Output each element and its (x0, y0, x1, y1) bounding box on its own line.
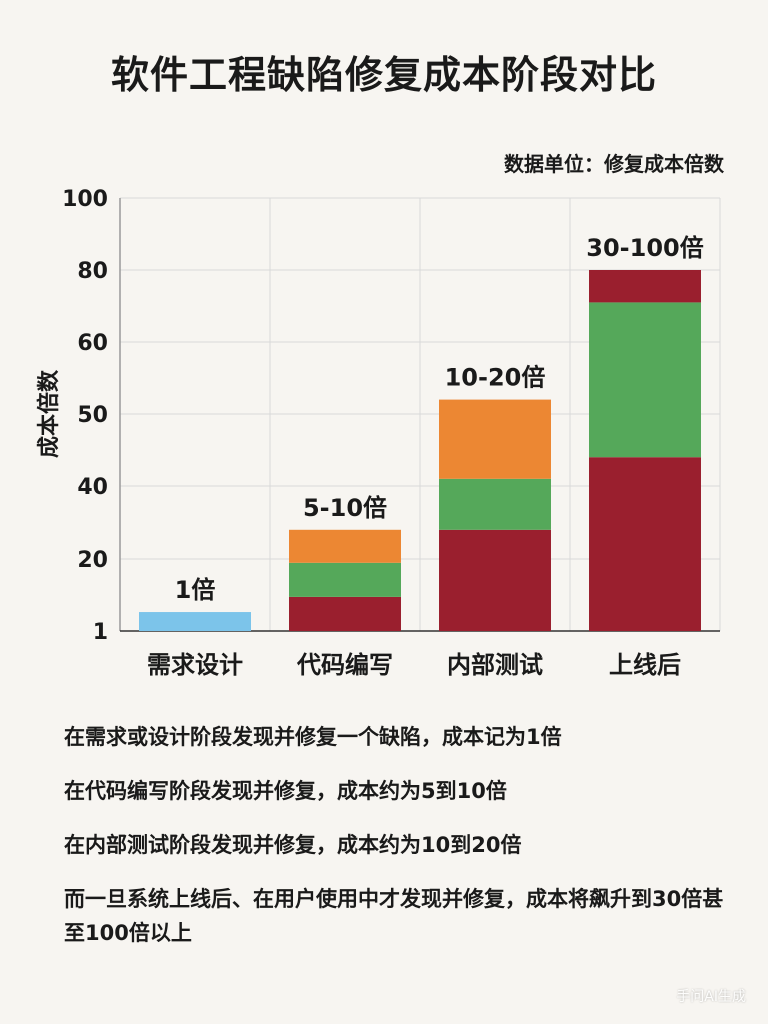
y-tick-label: 100 (62, 187, 108, 212)
x-tick-label: 代码编写 (296, 651, 393, 679)
bar-segment (439, 399, 551, 479)
bar-value-label: 30-100倍 (586, 234, 703, 262)
bar-value-label: 5-10倍 (303, 494, 387, 522)
y-tick-label: 60 (77, 331, 108, 356)
chart-title: 软件工程缺陷修复成本阶段对比 (110, 53, 657, 97)
y-tick-label: 20 (77, 548, 108, 573)
bar-segment (139, 612, 251, 631)
notes-list: 在需求或设计阶段发现并修复一个缺陷，成本记为1倍 在代码编写阶段发现并修复，成本… (64, 720, 744, 970)
bar-segment (589, 270, 701, 303)
bar-segment (289, 562, 401, 597)
watermark: 手问AI生成 (676, 989, 746, 1005)
x-tick-label: 需求设计 (147, 651, 243, 679)
bar-segment (289, 596, 401, 631)
note-testing: 在内部测试阶段发现并修复，成本约为10到20倍 (64, 833, 522, 857)
y-tick-label: 80 (77, 259, 108, 284)
note-production: 而一旦系统上线后、在用户使用中才发现并修复，成本将飙升到30倍甚至100倍以上 (64, 887, 724, 945)
bar-value-label: 10-20倍 (445, 364, 546, 392)
y-tick-label: 40 (77, 475, 108, 500)
bar-segment (589, 302, 701, 458)
bar-segment (589, 457, 701, 631)
bar-value-label: 1倍 (175, 576, 216, 604)
note-requirements: 在需求或设计阶段发现并修复一个缺陷，成本记为1倍 (64, 725, 562, 749)
y-tick-label: 1 (93, 620, 108, 645)
note-coding: 在代码编写阶段发现并修复，成本约为5到10倍 (64, 779, 507, 803)
y-tick-label: 50 (77, 403, 108, 428)
x-tick-label: 上线后 (609, 651, 681, 679)
unit-note: 数据单位：修复成本倍数 (504, 152, 724, 176)
bar-segment (289, 529, 401, 563)
bar-segment (439, 478, 551, 530)
x-tick-label: 内部测试 (447, 651, 543, 679)
bar-segment (439, 529, 551, 631)
y-axis-label: 成本倍数 (36, 369, 62, 458)
